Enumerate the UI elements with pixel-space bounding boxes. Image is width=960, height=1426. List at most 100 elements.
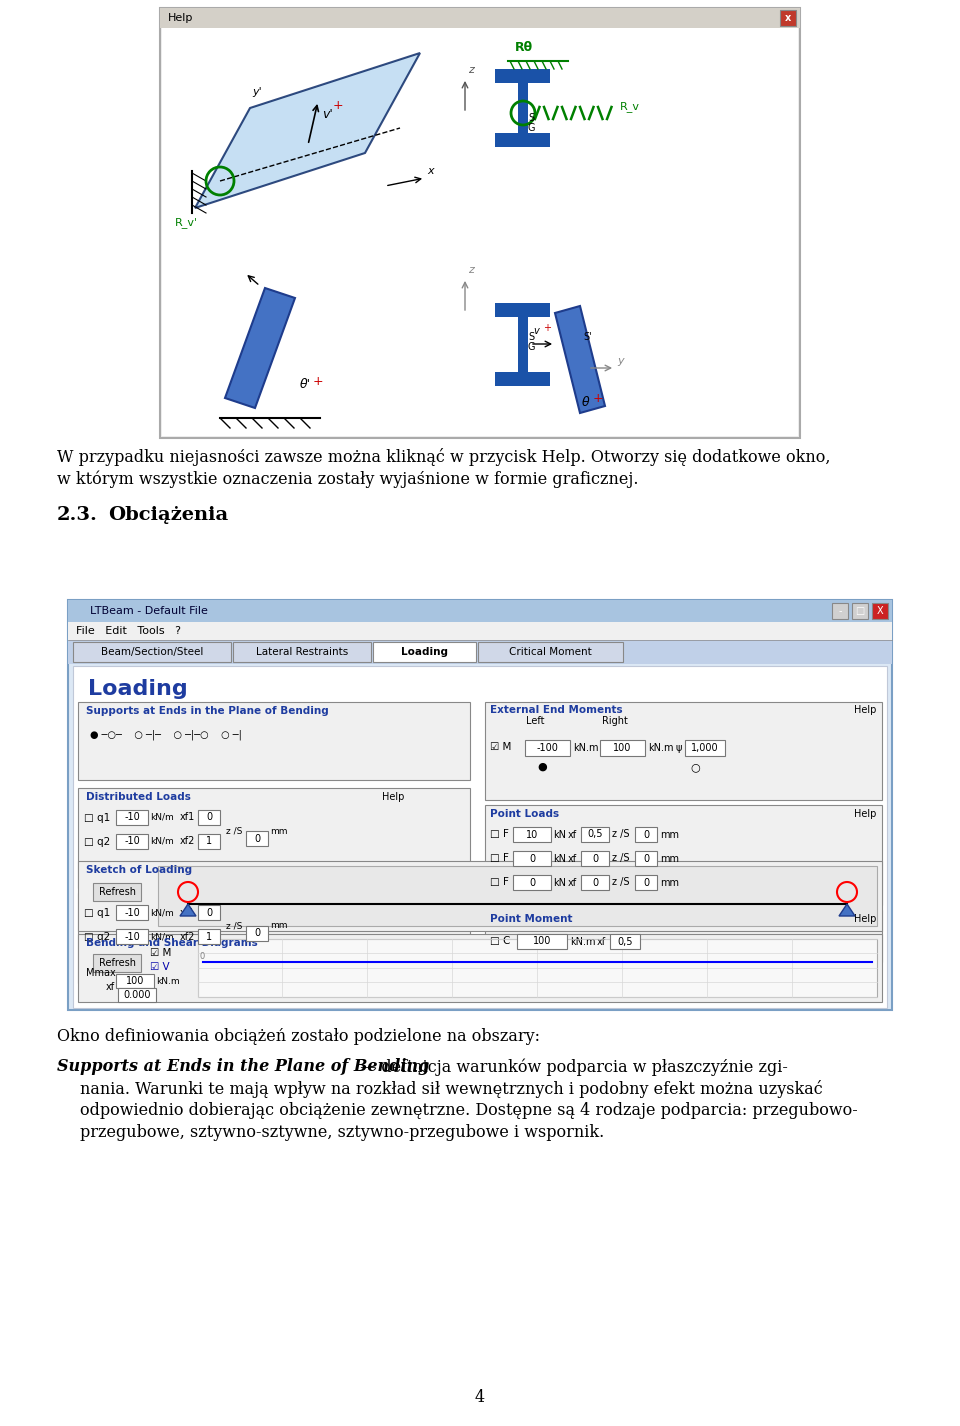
Text: Beam/Section/Steel: Beam/Section/Steel [101, 647, 204, 657]
FancyBboxPatch shape [518, 83, 528, 133]
Text: Point Moment: Point Moment [490, 914, 572, 924]
Polygon shape [555, 307, 605, 414]
Text: y: y [617, 356, 624, 366]
Text: mm: mm [270, 921, 287, 931]
Text: xf2: xf2 [180, 931, 196, 941]
Text: -10: -10 [124, 907, 140, 917]
Text: kN.m: kN.m [573, 743, 598, 753]
Text: Help: Help [168, 13, 193, 23]
Text: S: S [528, 113, 534, 123]
FancyBboxPatch shape [198, 810, 220, 826]
Text: Supports at Ends in the Plane of Bending: Supports at Ends in the Plane of Bending [86, 706, 328, 716]
FancyBboxPatch shape [116, 928, 148, 944]
Text: mm: mm [270, 827, 287, 836]
Text: 0: 0 [206, 813, 212, 823]
FancyBboxPatch shape [832, 603, 848, 619]
FancyBboxPatch shape [116, 906, 148, 920]
Text: Help: Help [382, 791, 404, 801]
Text: Critical Moment: Critical Moment [509, 647, 592, 657]
Text: -10: -10 [124, 931, 140, 941]
FancyBboxPatch shape [495, 372, 550, 386]
Text: □ F: □ F [490, 877, 509, 887]
Polygon shape [180, 904, 196, 915]
Text: 100: 100 [533, 937, 551, 947]
Text: kN/m: kN/m [150, 933, 174, 941]
Text: przegubowe, sztywno-sztywne, sztywno-przegubowe i wspornik.: przegubowe, sztywno-sztywne, sztywno-prz… [80, 1124, 604, 1141]
Text: kN.m: kN.m [156, 977, 180, 985]
Text: +: + [593, 392, 604, 405]
FancyBboxPatch shape [246, 925, 268, 941]
FancyBboxPatch shape [373, 642, 476, 662]
Text: 0: 0 [529, 854, 535, 864]
Text: ●: ● [537, 761, 547, 771]
Text: -10: -10 [124, 813, 140, 823]
Text: □ q1: □ q1 [84, 813, 110, 823]
Text: Help: Help [854, 809, 876, 819]
Text: 0: 0 [643, 877, 649, 887]
Text: ☑ M: ☑ M [490, 742, 512, 752]
Text: Supports at Ends in the Plane of Bending: Supports at Ends in the Plane of Bending [57, 1058, 429, 1075]
Text: 100: 100 [613, 743, 632, 753]
FancyBboxPatch shape [198, 928, 220, 944]
Text: kN/m: kN/m [150, 908, 174, 917]
FancyBboxPatch shape [73, 642, 231, 662]
Text: □ q1: □ q1 [84, 908, 110, 918]
Text: xf1: xf1 [180, 907, 195, 917]
FancyBboxPatch shape [513, 851, 551, 866]
FancyBboxPatch shape [780, 10, 796, 26]
Text: nania. Warunki te mają wpływ na rozkład sił wewnętrznych i podobny efekt można u: nania. Warunki te mają wpływ na rozkład … [80, 1079, 823, 1098]
Text: 0: 0 [643, 854, 649, 864]
Text: xf: xf [568, 877, 577, 887]
Text: -: - [838, 606, 842, 616]
Text: Loading: Loading [401, 647, 448, 657]
FancyBboxPatch shape [116, 810, 148, 826]
Text: ☑ V: ☑ V [150, 963, 170, 973]
Text: 10: 10 [526, 830, 539, 840]
Text: 0: 0 [592, 877, 598, 887]
FancyBboxPatch shape [600, 740, 645, 756]
Text: w którym wszystkie oznaczenia zostały wyjaśnione w formie graficznej.: w którym wszystkie oznaczenia zostały wy… [57, 471, 638, 488]
FancyBboxPatch shape [513, 876, 551, 890]
FancyBboxPatch shape [73, 666, 887, 1008]
FancyBboxPatch shape [485, 702, 882, 800]
Text: -100: -100 [537, 743, 559, 753]
Text: Rθ: Rθ [515, 41, 533, 54]
FancyBboxPatch shape [116, 974, 154, 988]
Text: Bending and Shear Diagrams: Bending and Shear Diagrams [86, 938, 257, 948]
Text: xf: xf [597, 937, 606, 947]
FancyBboxPatch shape [513, 827, 551, 841]
Text: Mmax: Mmax [86, 968, 116, 978]
Text: Loading: Loading [88, 679, 188, 699]
FancyBboxPatch shape [233, 642, 371, 662]
FancyBboxPatch shape [635, 876, 657, 890]
Text: 0: 0 [592, 854, 598, 864]
Text: — definicja warunków podparcia w płaszczyźnie zgi-: — definicja warunków podparcia w płaszcz… [355, 1058, 788, 1075]
Text: kN.m: kN.m [570, 937, 595, 947]
Text: xf: xf [106, 983, 115, 992]
Text: x: x [427, 165, 434, 175]
Text: θ: θ [582, 396, 589, 409]
FancyBboxPatch shape [581, 827, 609, 841]
FancyBboxPatch shape [93, 883, 141, 901]
FancyBboxPatch shape [518, 317, 528, 372]
Text: 0: 0 [200, 953, 205, 961]
Text: □ F: □ F [490, 830, 509, 840]
Text: xf2: xf2 [180, 837, 196, 847]
Text: □ q2: □ q2 [84, 837, 110, 847]
Text: xf1: xf1 [180, 813, 195, 823]
Text: W przypadku niejasności zawsze można kliknąć w przycisk Help. Otworzy się dodatk: W przypadku niejasności zawsze można kli… [57, 448, 830, 466]
Text: □ q2: □ q2 [84, 933, 110, 943]
FancyBboxPatch shape [872, 603, 888, 619]
FancyBboxPatch shape [581, 851, 609, 866]
Text: mm: mm [660, 877, 679, 887]
Text: ● ─○─    ○ ─|─    ○ ─|─○    ○ ─|: ● ─○─ ○ ─|─ ○ ─|─○ ○ ─| [90, 730, 242, 740]
Text: R_v': R_v' [175, 217, 198, 228]
Polygon shape [225, 288, 295, 408]
FancyBboxPatch shape [246, 831, 268, 846]
FancyBboxPatch shape [160, 9, 800, 29]
FancyBboxPatch shape [495, 302, 550, 317]
Text: z /S: z /S [612, 854, 630, 864]
Text: Okno definiowania obciążeń zostało podzielone na obszary:: Okno definiowania obciążeń zostało podzi… [57, 1028, 540, 1045]
FancyBboxPatch shape [485, 806, 882, 906]
Text: odpowiednio dobierając obciążenie zewnętrzne. Dostępne są 4 rodzaje podparcia: p: odpowiednio dobierając obciążenie zewnęt… [80, 1102, 857, 1119]
